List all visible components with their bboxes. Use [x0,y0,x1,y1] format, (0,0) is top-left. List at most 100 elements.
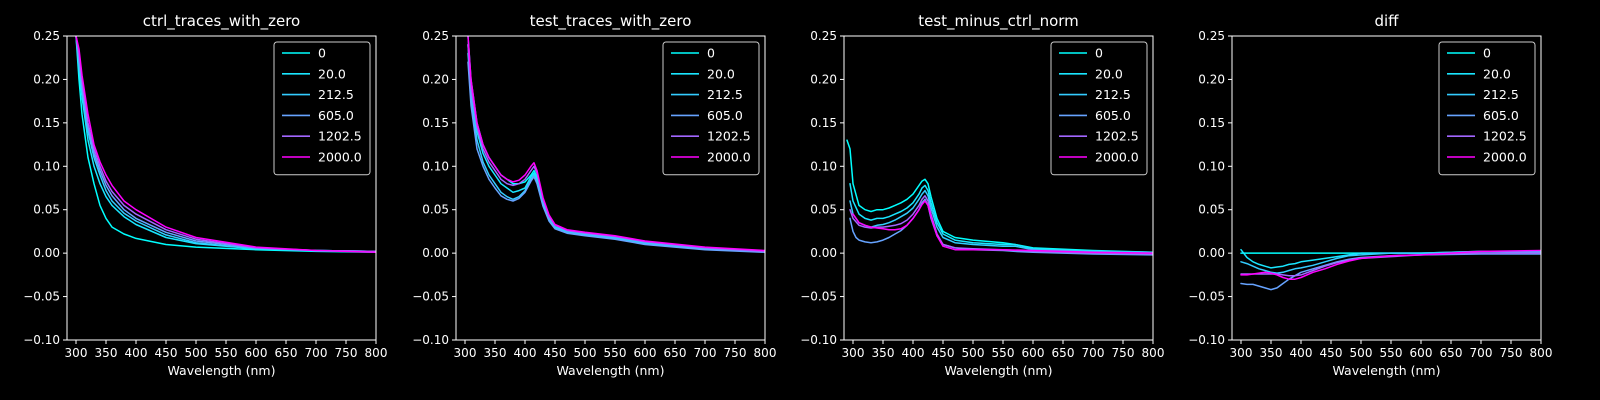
x-tick-label: 550 [215,346,238,360]
x-tick-label: 650 [275,346,298,360]
x-axis-label: Wavelength (nm) [557,363,665,378]
legend-item: 1202.5 [282,129,362,144]
series-lines [1240,248,1541,291]
chart-panel-1: ctrl_traces_with_zero 300 350 400 450 500 550 6… [23,12,387,378]
y-tick-label: 0.15 [1198,116,1225,130]
series-line-1202-5 [75,36,376,253]
y-tick-label: −0.05 [412,290,449,304]
x-tick-label: 650 [664,346,687,360]
x-tick-label: 650 [1440,346,1463,360]
legend-label: 1202.5 [1095,129,1139,144]
axes-frame [66,35,377,341]
series-line-212-5 [467,52,765,253]
legend-item: 212.5 [671,87,743,102]
x-tick-label: 550 [604,346,627,360]
x-tick-label: 300 [842,346,865,360]
x-tick-label: 400 [1290,346,1313,360]
y-tick-label: 0.15 [422,116,449,130]
series-line-20-0 [467,43,765,253]
y-tick-label: 0.10 [33,159,60,173]
series-line-20-0 [849,182,1153,254]
legend-label: 20.0 [318,66,346,81]
legend-item: 20.0 [282,66,346,81]
chart-title: diff [1374,12,1399,30]
legend-item: 2000.0 [1447,150,1527,165]
legend-label: 605.0 [707,108,743,123]
x-tick-label: 400 [902,346,925,360]
x-tick-label: 350 [1260,346,1283,360]
y-tick-label: −0.05 [23,290,60,304]
y-tick-label: 0.10 [810,159,837,173]
x-tick-label: 450 [155,346,178,360]
legend-frame [1050,41,1148,176]
x-tick-label: 350 [95,346,118,360]
series-line-212-5 [1240,250,1541,274]
y-tick-label: 0.15 [810,116,837,130]
series-line-0 [846,139,1153,254]
series-lines [75,36,376,254]
y-tick-label: 0.15 [33,116,60,130]
legend-label: 0 [707,46,715,61]
chart-title: test_traces_with_zero [530,12,692,31]
chart-panel-2: test_traces_with_zero 300 350 400 450 500 550 6… [412,12,776,378]
x-tick-label: 400 [125,346,148,360]
y-tick-label: −0.05 [800,290,837,304]
y-tick-label: 0.25 [422,29,449,43]
x-tick-label: 500 [574,346,597,360]
legend-label: 212.5 [1095,87,1131,102]
legend-item: 605.0 [671,108,743,123]
y-tick-label: 0.05 [422,203,449,217]
legend-item: 212.5 [1447,87,1519,102]
chart-panel-4: diff 300 350 400 450 500 550 600 650 700 750 800 −0.… [1188,12,1552,378]
x-tick-label: 300 [1230,346,1253,360]
legend-label: 2000.0 [1483,150,1527,165]
x-tick-label: 450 [544,346,567,360]
x-tick-label: 450 [1320,346,1343,360]
x-tick-label: 650 [1052,346,1075,360]
x-tick-label: 800 [1142,346,1165,360]
y-tick-label: 0.00 [1198,246,1225,260]
x-tick-label: 750 [1112,346,1135,360]
x-tick-label: 300 [65,346,88,360]
series-line-1202-5 [467,43,765,253]
legend-item: 605.0 [1059,108,1131,123]
x-tick-label: 600 [245,346,268,360]
x-tick-label: 800 [365,346,388,360]
series-line-2000-0 [1240,249,1541,280]
legend-item: 20.0 [1447,66,1511,81]
y-tick-label: 0.20 [810,72,837,86]
series-line-605-0 [467,61,765,254]
y-tick-label: 0.00 [422,246,449,260]
legend-label: 605.0 [1095,108,1131,123]
legend-label: 212.5 [707,87,743,102]
axes-frame [455,35,766,341]
y-tick-label: 0.20 [422,72,449,86]
chart-panel-3: test_minus_ctrl_norm 300 350 400 450 500 550 60… [800,12,1164,378]
legend-item: 1202.5 [671,129,751,144]
chart-title: ctrl_traces_with_zero [143,12,300,31]
legend-item: 1202.5 [1447,129,1527,144]
legend: 0 20.0 212.5 605.0 1202.5 2000.0 [273,41,371,176]
legend-frame [1438,41,1536,176]
series-line-2000-0 [75,36,376,254]
x-tick-label: 600 [634,346,657,360]
x-axis-label: Wavelength (nm) [1333,363,1441,378]
legend-item: 0 [1059,46,1103,61]
x-tick-label: 750 [335,346,358,360]
axes-frame [843,35,1154,341]
legend-item: 2000.0 [671,150,751,165]
axes-frame [1231,35,1542,341]
x-tick-label: 700 [305,346,328,360]
legend-label: 2000.0 [1095,150,1139,165]
y-tick-label: 0.25 [1198,29,1225,43]
series-line-2000-0 [852,200,1153,254]
y-tick-label: −0.05 [1188,290,1225,304]
x-tick-label: 400 [514,346,537,360]
x-axis-label: Wavelength (nm) [945,363,1053,378]
legend-label: 1202.5 [1483,129,1527,144]
x-tick-label: 600 [1022,346,1045,360]
y-tick-label: 0.10 [1198,159,1225,173]
y-tick-label: 0.00 [33,246,60,260]
y-tick-label: 0.00 [810,246,837,260]
